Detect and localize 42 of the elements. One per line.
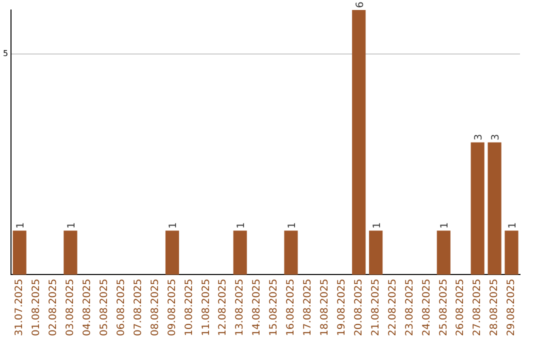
x-tick-label: 04.08.2025 [82, 278, 94, 336]
y-tick-label: 5 [2, 49, 8, 58]
x-tick-label: 15.08.2025 [268, 278, 280, 336]
data-label: 1 [286, 222, 298, 229]
x-tick-label: 23.08.2025 [404, 278, 416, 336]
x-tick-label: 20.08.2025 [353, 278, 364, 336]
x-tick-label: 17.08.2025 [302, 278, 314, 336]
x-tick-label: 12.08.2025 [218, 278, 229, 336]
x-tick-label: 13.08.2025 [234, 278, 246, 336]
x-tick-label: 19.08.2025 [336, 278, 348, 336]
data-label: 1 [508, 222, 519, 229]
x-tick-label: 03.08.2025 [65, 278, 76, 336]
x-tick-label: 25.08.2025 [438, 278, 450, 336]
x-tick-label: 16.08.2025 [286, 278, 297, 336]
x-tick-label: 22.08.2025 [387, 278, 398, 336]
x-tick-label: 21.08.2025 [370, 278, 382, 336]
x-tick-label: 18.08.2025 [320, 278, 331, 336]
data-label: 1 [16, 222, 27, 229]
data-label: 3 [474, 134, 485, 140]
data-label: 1 [372, 222, 383, 229]
x-tick-label: 29.08.2025 [506, 278, 518, 336]
data-label: 1 [440, 222, 451, 229]
data-label: 6 [354, 2, 366, 8]
data-label: 1 [168, 222, 180, 229]
x-tick-label: 06.08.2025 [116, 278, 127, 336]
x-tick-label: 28.08.2025 [489, 278, 500, 336]
x-tick-label: 31.07.2025 [14, 278, 26, 336]
x-tick-label: 14.08.2025 [252, 278, 263, 336]
x-tick-label: 11.08.2025 [200, 278, 212, 336]
data-label: 3 [490, 134, 502, 140]
x-tick-label: 09.08.2025 [166, 278, 178, 336]
x-tick-label: 05.08.2025 [98, 278, 110, 336]
x-tick-label: 27.08.2025 [472, 278, 484, 336]
x-tick-label: 07.08.2025 [132, 278, 144, 336]
x-tick-label: 02.08.2025 [48, 278, 60, 336]
x-tick-label: 08.08.2025 [150, 278, 161, 336]
x-tick-label: 10.08.2025 [184, 278, 195, 336]
data-label: 1 [66, 222, 78, 229]
x-tick-label: 01.08.2025 [31, 278, 42, 336]
x-tick-label: 26.08.2025 [455, 278, 466, 336]
x-tick-label: 24.08.2025 [421, 278, 432, 336]
data-label: 1 [236, 222, 248, 229]
